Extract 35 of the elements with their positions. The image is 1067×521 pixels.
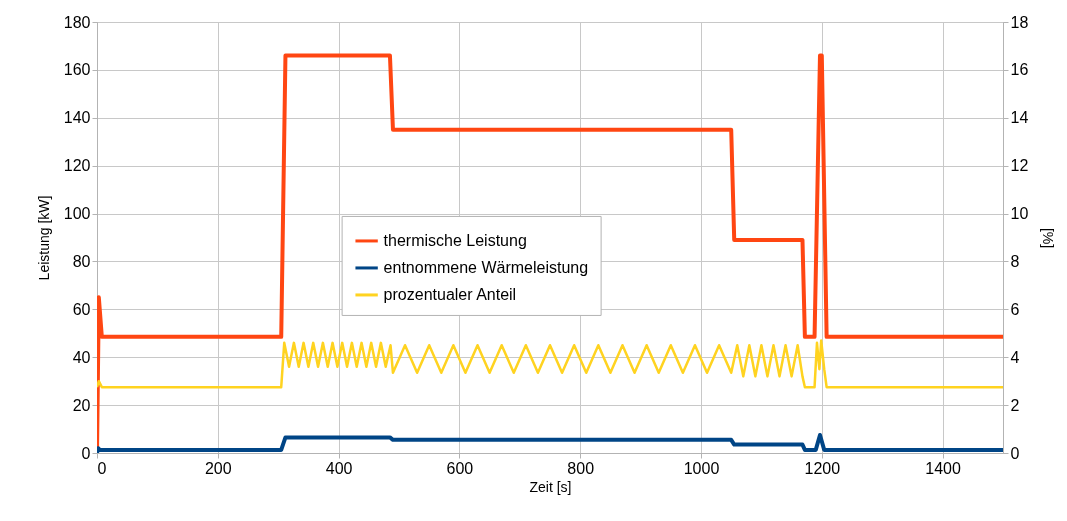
legend-label: prozentualer Anteil bbox=[383, 285, 517, 303]
y-tick-label: 100 bbox=[63, 205, 91, 223]
y2-tick-label: 10 bbox=[1010, 205, 1029, 223]
y-tick-label: 0 bbox=[81, 444, 91, 462]
y-tick-label: 80 bbox=[72, 252, 91, 270]
y-tick-label: 120 bbox=[63, 157, 91, 175]
x-tick-label: 1400 bbox=[925, 459, 961, 477]
y-tick-label: 40 bbox=[72, 348, 91, 366]
x-tick-label: 0 bbox=[97, 459, 107, 477]
y2-tick-label: 2 bbox=[1010, 396, 1020, 414]
y-tick-label: 140 bbox=[63, 109, 91, 127]
x-tick-label: 400 bbox=[325, 459, 353, 477]
y2-axis-title: [%] bbox=[1040, 227, 1057, 249]
y2-tick-label: 8 bbox=[1010, 252, 1020, 270]
y-tick-label: 160 bbox=[63, 61, 91, 79]
y2-tick-label: 16 bbox=[1010, 61, 1029, 79]
line-series bbox=[97, 339, 1003, 389]
y2-tick-label: 6 bbox=[1010, 300, 1020, 318]
y2-tick-label: 14 bbox=[1010, 109, 1029, 127]
x-tick-label: 1000 bbox=[683, 459, 720, 477]
y-tick-label: 180 bbox=[63, 13, 91, 31]
x-tick-label: 1200 bbox=[804, 459, 841, 477]
x-axis-title: Zeit [s] bbox=[529, 478, 572, 495]
x-tick-label: 800 bbox=[567, 459, 595, 477]
y-axis-title: Leistung [kW] bbox=[35, 195, 52, 281]
y2-tick-label: 4 bbox=[1010, 348, 1020, 366]
x-tick-label: 600 bbox=[446, 459, 474, 477]
x-tick-label: 200 bbox=[204, 459, 232, 477]
y-tick-label: 20 bbox=[72, 396, 91, 414]
y2-tick-label: 0 bbox=[1010, 444, 1020, 462]
y2-tick-label: 12 bbox=[1010, 157, 1029, 175]
y-tick-label: 60 bbox=[72, 300, 91, 318]
y2-tick-label: 18 bbox=[1010, 13, 1029, 31]
legend-label: entnommene Wärmeleistung bbox=[383, 258, 589, 276]
legend-label: thermische Leistung bbox=[383, 231, 527, 249]
